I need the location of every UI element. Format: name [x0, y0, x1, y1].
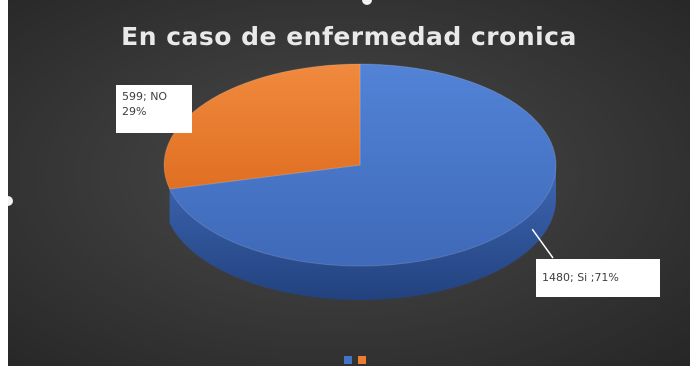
- data-label-si-line1: 1480; Si ;71%: [542, 271, 619, 284]
- data-label-no-line2: 29%: [122, 105, 147, 118]
- leader-line-si: [531, 228, 554, 259]
- legend: [344, 356, 366, 364]
- pie-slice-no: [163, 63, 361, 190]
- resize-handle-left[interactable]: [8, 196, 13, 206]
- pie-slice-si-side: [169, 165, 556, 300]
- chart-area: En caso de enfermedad cronica 599; NO 29…: [8, 0, 690, 366]
- data-label-no: 599; NO 29%: [116, 85, 192, 133]
- legend-key-si: [344, 356, 352, 364]
- pie-slice-si: [168, 63, 557, 267]
- legend-key-no: [358, 356, 366, 364]
- data-label-si: 1480; Si ;71%: [536, 259, 660, 297]
- resize-handle-top[interactable]: [362, 0, 372, 5]
- chart-title: En caso de enfermedad cronica: [121, 22, 577, 51]
- pie-chart: [163, 63, 557, 300]
- data-label-no-line1: 599; NO: [122, 90, 168, 103]
